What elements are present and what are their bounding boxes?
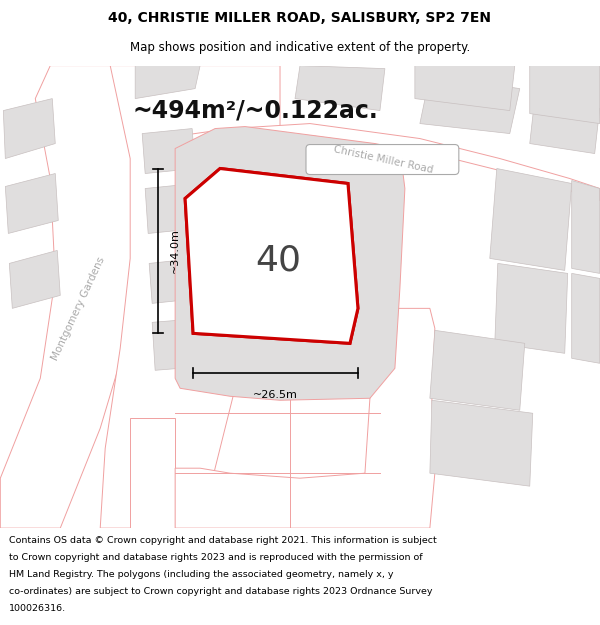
Text: ~494m²/~0.122ac.: ~494m²/~0.122ac.: [132, 99, 378, 122]
Text: Christie Miller Road: Christie Miller Road: [332, 144, 434, 175]
Polygon shape: [135, 66, 200, 99]
Polygon shape: [185, 169, 358, 343]
Polygon shape: [185, 169, 358, 343]
Text: Montgomery Gardens: Montgomery Gardens: [50, 255, 107, 362]
Text: ~26.5m: ~26.5m: [253, 390, 298, 400]
Polygon shape: [415, 66, 515, 111]
Text: Contains OS data © Crown copyright and database right 2021. This information is : Contains OS data © Crown copyright and d…: [9, 536, 437, 545]
Text: HM Land Registry. The polygons (including the associated geometry, namely x, y: HM Land Registry. The polygons (includin…: [9, 570, 394, 579]
Text: to Crown copyright and database rights 2023 and is reproduced with the permissio: to Crown copyright and database rights 2…: [9, 553, 422, 562]
Polygon shape: [5, 174, 58, 234]
Polygon shape: [142, 129, 195, 174]
Polygon shape: [130, 418, 175, 528]
Polygon shape: [572, 273, 599, 363]
Polygon shape: [160, 124, 599, 201]
Polygon shape: [100, 66, 280, 528]
Polygon shape: [420, 76, 520, 134]
Text: 40, CHRISTIE MILLER ROAD, SALISBURY, SP2 7EN: 40, CHRISTIE MILLER ROAD, SALISBURY, SP2…: [109, 11, 491, 26]
Polygon shape: [430, 331, 525, 410]
Polygon shape: [495, 263, 568, 353]
Polygon shape: [530, 99, 599, 154]
FancyBboxPatch shape: [306, 144, 459, 174]
Polygon shape: [175, 308, 435, 528]
Polygon shape: [430, 400, 533, 486]
Polygon shape: [149, 258, 200, 303]
Polygon shape: [10, 251, 60, 308]
Polygon shape: [530, 66, 599, 124]
Text: co-ordinates) are subject to Crown copyright and database rights 2023 Ordnance S: co-ordinates) are subject to Crown copyr…: [9, 588, 433, 596]
Text: 40: 40: [255, 243, 301, 278]
Polygon shape: [152, 318, 205, 370]
Polygon shape: [295, 66, 385, 111]
Polygon shape: [4, 99, 55, 159]
Polygon shape: [175, 126, 405, 400]
Polygon shape: [572, 181, 599, 273]
Polygon shape: [490, 169, 572, 271]
Text: 100026316.: 100026316.: [9, 604, 66, 613]
Polygon shape: [1, 66, 140, 528]
Polygon shape: [145, 184, 198, 234]
Text: Map shows position and indicative extent of the property.: Map shows position and indicative extent…: [130, 41, 470, 54]
Text: ~34.0m: ~34.0m: [170, 229, 180, 273]
